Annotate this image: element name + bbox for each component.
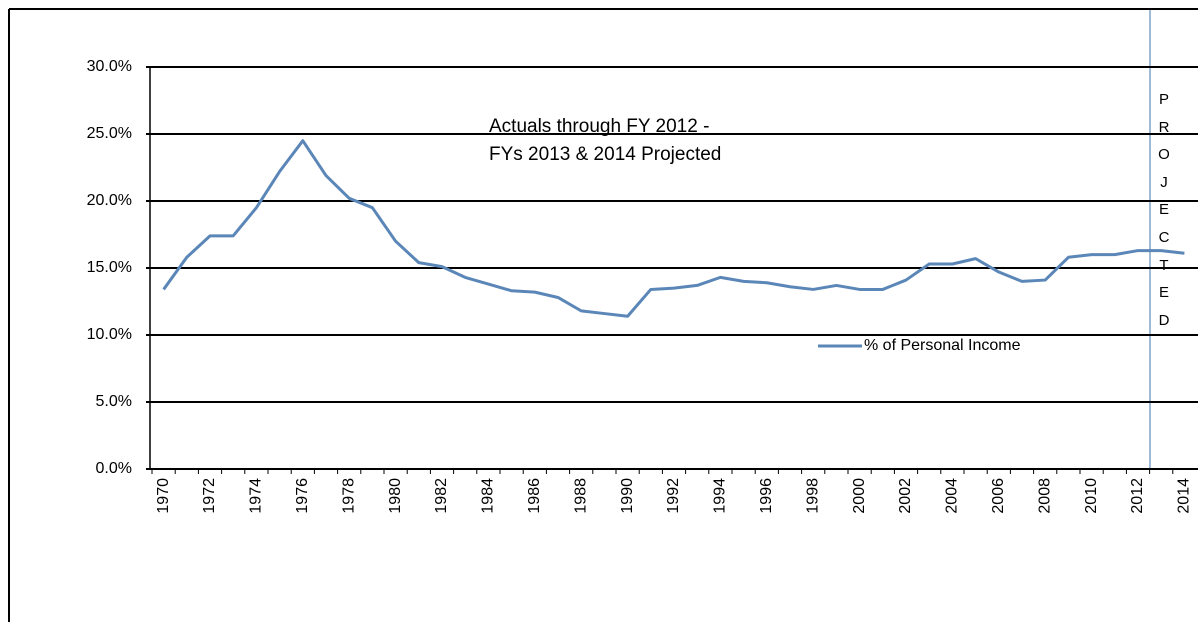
y-tick-label: 20.0% [87, 192, 132, 209]
x-tick-label: 1990 [619, 478, 636, 514]
y-tick-label: 10.0% [87, 326, 132, 343]
x-tick-label: 2002 [897, 478, 914, 514]
projected-label: PROJECTED [1158, 91, 1170, 329]
x-tick-label: 1974 [248, 478, 265, 514]
x-tick-label: 1982 [433, 478, 450, 514]
annotation: FYs 2013 & 2014 Projected [489, 144, 721, 165]
x-tick-label: 1998 [804, 478, 821, 514]
x-tick-label: 1976 [294, 478, 311, 514]
y-tick-label: 0.0% [96, 460, 132, 477]
x-tick-label: 2010 [1083, 478, 1100, 514]
x-tick-label: 1980 [387, 478, 404, 514]
x-tick-label: 2014 [1176, 478, 1193, 514]
x-tick-label: 2006 [990, 478, 1007, 514]
x-tick-label: 2008 [1036, 478, 1053, 514]
x-tick-label: 1984 [480, 478, 497, 514]
y-tick-label: 30.0% [87, 58, 132, 75]
x-tick-label: 2004 [944, 478, 961, 514]
x-tick-label: 1992 [665, 478, 682, 514]
x-tick-label: 1988 [572, 478, 589, 514]
legend-label: % of Personal Income [864, 337, 1021, 354]
x-tick-label: 1970 [155, 478, 172, 514]
x-tick-label: 2000 [851, 478, 868, 514]
x-tick-label: 1972 [201, 478, 218, 514]
line-series [162, 139, 1185, 318]
y-tick-label: 15.0% [87, 259, 132, 276]
annotation: Actuals through FY 2012 - [489, 116, 709, 137]
x-tick-label: 1996 [758, 478, 775, 514]
y-tick-label: 25.0% [87, 125, 132, 142]
x-tick-label: 1978 [340, 478, 357, 514]
x-tick-label: 2012 [1129, 478, 1146, 514]
y-tick-label: 5.0% [96, 393, 132, 410]
x-tick-label: 1994 [712, 478, 729, 514]
x-tick-label: 1986 [526, 478, 543, 514]
